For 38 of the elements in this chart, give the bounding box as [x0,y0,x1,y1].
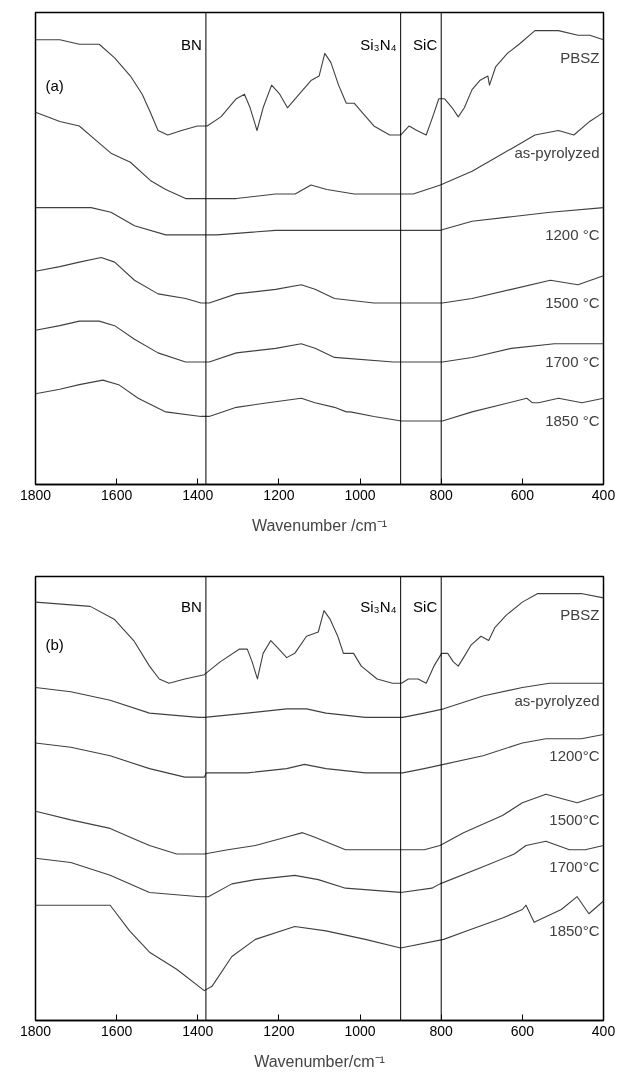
ref-line-label: Si₃N₄ [360,597,397,615]
series-label: 1500 °C [545,293,600,311]
x-axis-title: Wavenumber /cm⁻¹ [251,516,388,534]
x-tick-label: 1400 [182,486,214,503]
x-tick-label: 800 [429,1022,454,1039]
x-tick-label: 1000 [344,1022,376,1039]
x-tick-label: 1800 [19,486,52,503]
x-tick-label: 1200 [263,1022,295,1039]
x-tick-label: 1600 [101,1022,133,1039]
x-tick-label: 1800 [19,1022,52,1039]
ref-line-label: BN [181,597,202,615]
ref-line-label: BN [181,35,202,53]
x-tick-label: 1600 [101,486,133,503]
series-label: 1500°C [549,811,600,829]
annotation: (b) [45,636,64,654]
ref-line-label: SiC [413,597,438,615]
series-label: 1850 °C [545,411,600,429]
x-tick-label: 1400 [182,1022,214,1039]
series-label: 1200°C [549,747,600,765]
series-label: PBSZ [560,606,600,624]
series-label: 1700°C [549,858,600,876]
series-label: 1700 °C [545,352,600,370]
ref-line-label: Si₃N₄ [360,35,397,53]
series-label: as-pyrolyzed [514,691,600,709]
x-tick-label: 1000 [344,486,376,503]
x-tick-label: 1200 [263,486,295,503]
series-label: 1850°C [549,922,600,940]
series-label: PBSZ [560,48,600,66]
x-axis-title: Wavenumber/cm⁻¹ [254,1052,385,1070]
annotation: (a) [45,76,64,94]
x-tick-label: 400 [591,486,616,503]
series-label: as-pyrolyzed [514,144,600,162]
x-tick-label: 800 [429,486,454,503]
series-label: 1200 °C [545,225,600,243]
x-tick-label: 600 [510,1022,535,1039]
x-tick-label: 400 [591,1022,616,1039]
ref-line-label: SiC [413,35,438,53]
x-tick-label: 600 [510,486,535,503]
